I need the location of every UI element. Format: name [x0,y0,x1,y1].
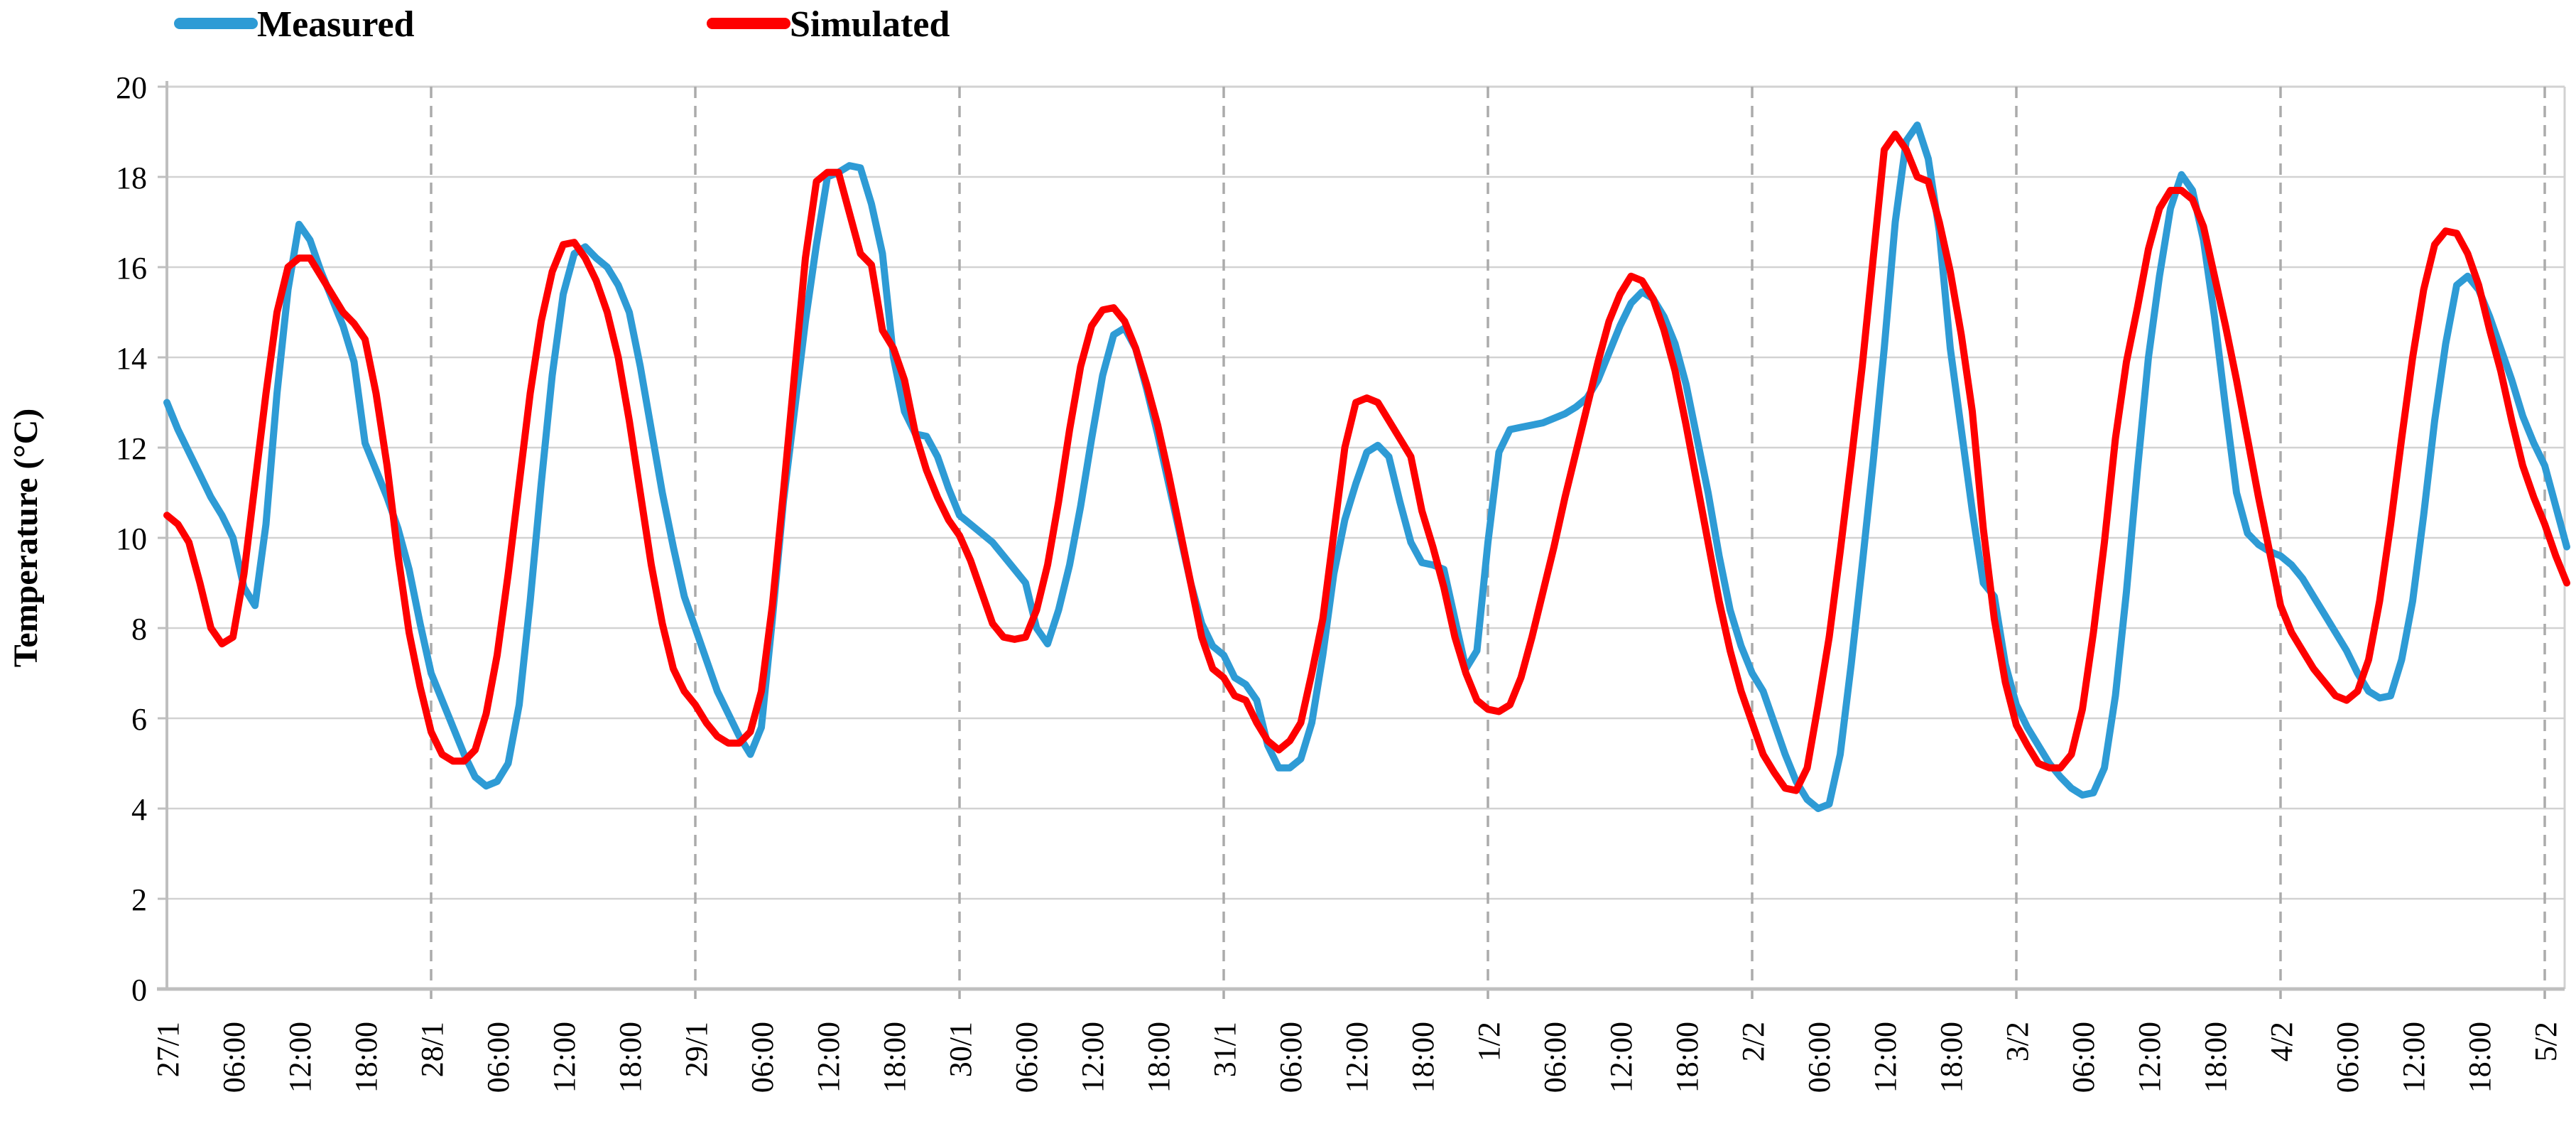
x-tick-label: 29/1 [679,1022,714,1077]
x-tick-label: 06:00 [1802,1022,1837,1093]
x-tick-label: 18:00 [2462,1022,2497,1093]
x-tick-label: 18:00 [1670,1022,1705,1093]
x-tick-label: 18:00 [877,1022,912,1093]
x-tick-label: 4/2 [2264,1022,2299,1061]
simulated-line [163,130,2570,794]
x-tick-label: 18:00 [349,1022,384,1093]
x-tick-label: 06:00 [481,1022,516,1093]
y-tick-label: 20 [116,70,147,105]
series-layer [163,121,2570,812]
x-tick-label: 5/2 [2528,1022,2563,1061]
x-tick-label: 18:00 [2198,1022,2233,1093]
x-tick-label: 27/1 [151,1022,185,1077]
axis-layer [157,81,2565,991]
y-tick-label: 14 [116,341,147,376]
x-tick-label: 06:00 [1009,1022,1044,1093]
x-tick-label: 06:00 [745,1022,780,1093]
x-tick-label: 30/1 [943,1022,978,1077]
y-tick-label: 0 [131,973,147,1007]
x-tick-label: 12:00 [1075,1022,1110,1093]
x-tick-label: 18:00 [1141,1022,1176,1093]
measured-line [163,121,2570,812]
x-tick-label: 06:00 [2330,1022,2365,1093]
y-tick-label: 2 [131,882,147,917]
y-axis-title: Temperature (°C) [7,409,45,667]
x-tick-label: 12:00 [283,1022,317,1093]
x-tick-label: 12:00 [1604,1022,1638,1093]
measured-legend-label: Measured [257,4,415,45]
y-tick-label: 16 [116,251,147,286]
y-tick-label: 10 [116,522,147,556]
x-tick-label: 12:00 [2396,1022,2431,1093]
x-tick-label: 12:00 [2132,1022,2167,1093]
x-tick-label: 12:00 [1868,1022,1903,1093]
y-tick-label: 18 [116,161,147,195]
y-tick-label: 12 [116,431,147,466]
x-tick-label: 3/2 [2000,1022,2035,1061]
simulated-legend-label: Simulated [790,4,950,45]
x-tick-label: 31/1 [1207,1022,1242,1077]
x-tick-label: 12:00 [1339,1022,1374,1093]
x-tick-label: 06:00 [217,1022,251,1093]
y-tick-label: 4 [131,792,147,827]
x-tick-label: 06:00 [1273,1022,1308,1093]
legend: Measured Simulated [174,4,950,45]
x-tick-label: 2/2 [1736,1022,1771,1061]
x-tick-label: 06:00 [2066,1022,2101,1093]
x-tick-label: 18:00 [613,1022,648,1093]
label-layer: 0 2 4 6 8 10 12 14 16 18 20 27/1 06:00 12:00 18:00 28/1… [116,70,2563,1093]
x-tick-label: 18:00 [1934,1022,1969,1093]
y-tick-label: 6 [131,702,147,737]
x-tick-label: 1/2 [1472,1022,1506,1061]
y-tick-label: 8 [131,612,147,647]
x-tick-label: 12:00 [811,1022,846,1093]
x-tick-label: 06:00 [1538,1022,1572,1093]
grid-layer [167,85,2566,999]
x-tick-label: 28/1 [415,1022,450,1077]
x-tick-label: 12:00 [547,1022,582,1093]
x-tick-label: 18:00 [1406,1022,1440,1093]
